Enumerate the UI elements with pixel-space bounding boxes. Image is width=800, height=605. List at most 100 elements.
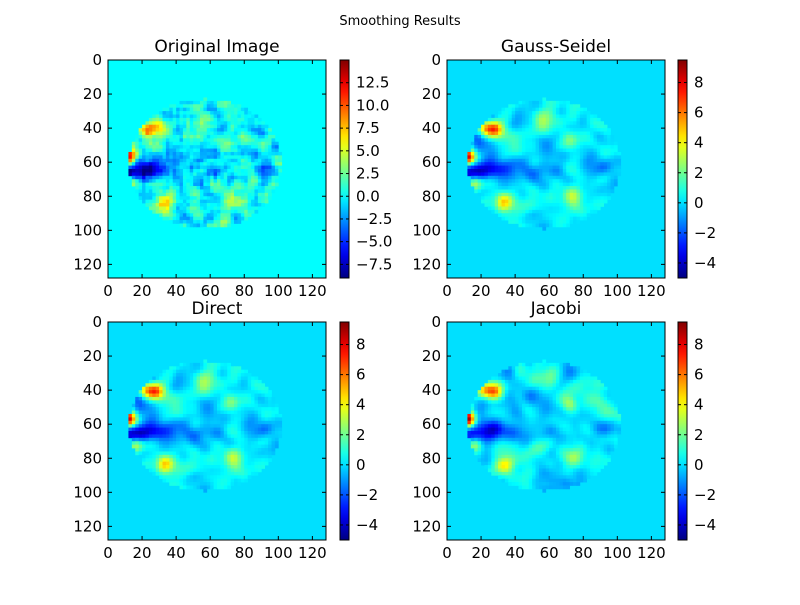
heatmap-cell <box>519 186 523 190</box>
heatmap-cell <box>197 404 201 408</box>
heatmap-cell <box>152 206 156 210</box>
heatmap-cell <box>275 411 279 415</box>
heatmap-cell <box>183 417 187 421</box>
heatmap-cell <box>186 404 190 408</box>
heatmap-cell <box>197 101 201 105</box>
heatmap-cell <box>587 183 591 187</box>
heatmap-cell <box>539 196 543 200</box>
heatmap-cell <box>532 152 536 156</box>
heatmap-cell <box>152 210 156 214</box>
heatmap-cell <box>251 125 255 129</box>
heatmap-cell <box>258 189 262 193</box>
heatmap-cell <box>152 431 156 435</box>
heatmap-cell <box>156 159 160 163</box>
heatmap-cell <box>237 179 241 183</box>
heatmap-cell <box>190 373 194 377</box>
heatmap-cell <box>519 183 523 187</box>
heatmap-cell <box>244 145 248 149</box>
heatmap-cell <box>152 118 156 122</box>
heatmap-cell <box>532 220 536 224</box>
heatmap-cell <box>515 394 519 398</box>
heatmap-cell <box>519 370 523 374</box>
heatmap-cell <box>145 438 149 442</box>
heatmap-cell <box>220 479 224 483</box>
heatmap-cell <box>210 370 214 374</box>
heatmap-cell <box>542 186 546 190</box>
heatmap-cell <box>498 377 502 381</box>
heatmap-cell <box>573 132 577 136</box>
heatmap-cell <box>539 220 543 224</box>
heatmap-cell <box>532 183 536 187</box>
heatmap-cell <box>163 183 167 187</box>
heatmap-cell <box>186 370 190 374</box>
heatmap-cell <box>197 411 201 415</box>
heatmap-cell <box>512 155 516 159</box>
heatmap-cell <box>224 458 228 462</box>
heatmap-cell <box>254 458 258 462</box>
heatmap-cell <box>491 421 495 425</box>
heatmap-cell <box>200 104 204 108</box>
heatmap-cell <box>525 162 529 166</box>
heatmap-cell <box>559 203 563 207</box>
heatmap-cell <box>515 104 519 108</box>
heatmap-cell <box>231 145 235 149</box>
heatmap-cell <box>519 169 523 173</box>
heatmap-cell <box>180 373 184 377</box>
heatmap-cell <box>166 370 170 374</box>
heatmap-cell <box>241 451 245 455</box>
heatmap-cell <box>186 414 190 418</box>
heatmap-cell <box>176 152 180 156</box>
heatmap-cell <box>248 475 252 479</box>
heatmap-cell <box>149 387 153 391</box>
heatmap-cell <box>193 152 197 156</box>
heatmap-cell <box>498 394 502 398</box>
heatmap-cell <box>149 145 153 149</box>
heatmap-cell <box>159 472 163 476</box>
heatmap-cell <box>193 115 197 119</box>
heatmap-cell <box>203 472 207 476</box>
heatmap-cell <box>563 428 567 432</box>
heatmap-cell <box>519 176 523 180</box>
heatmap-cell <box>529 404 533 408</box>
heatmap-cell <box>478 400 482 404</box>
heatmap-cell <box>214 166 218 170</box>
heatmap-cell <box>173 108 177 112</box>
heatmap-cell <box>224 417 228 421</box>
heatmap-cell <box>532 179 536 183</box>
heatmap-cell <box>583 200 587 204</box>
heatmap-cell <box>508 159 512 163</box>
heatmap-cell <box>237 383 241 387</box>
heatmap-cell <box>563 142 567 146</box>
heatmap-cell <box>580 370 584 374</box>
heatmap-cell <box>570 380 574 384</box>
heatmap-cell <box>525 213 529 217</box>
heatmap-cell <box>275 421 279 425</box>
heatmap-cell <box>258 169 262 173</box>
heatmap-cell <box>183 138 187 142</box>
heatmap-cell <box>142 169 146 173</box>
heatmap-cell <box>180 186 184 190</box>
heatmap-cell <box>502 390 506 394</box>
heatmap-cell <box>525 373 529 377</box>
heatmap-cell <box>553 407 557 411</box>
heatmap-cell <box>166 108 170 112</box>
heatmap-cell <box>149 455 153 459</box>
heatmap-cell <box>156 445 160 449</box>
heatmap-cell <box>484 152 488 156</box>
heatmap-cell <box>193 445 197 449</box>
heatmap-cell <box>241 193 245 197</box>
heatmap-cell <box>549 149 553 153</box>
heatmap-cell <box>237 465 241 469</box>
heatmap-cell <box>224 475 228 479</box>
heatmap-cell <box>197 142 201 146</box>
heatmap-cell <box>580 159 584 163</box>
heatmap-cell <box>166 200 170 204</box>
heatmap-cell <box>197 390 201 394</box>
heatmap-cell <box>542 125 546 129</box>
heatmap-cell <box>536 217 540 221</box>
heatmap-cell <box>532 394 536 398</box>
heatmap-cell <box>611 138 615 142</box>
heatmap-cell <box>559 118 563 122</box>
heatmap-cell <box>186 118 190 122</box>
heatmap-cell <box>546 387 550 391</box>
